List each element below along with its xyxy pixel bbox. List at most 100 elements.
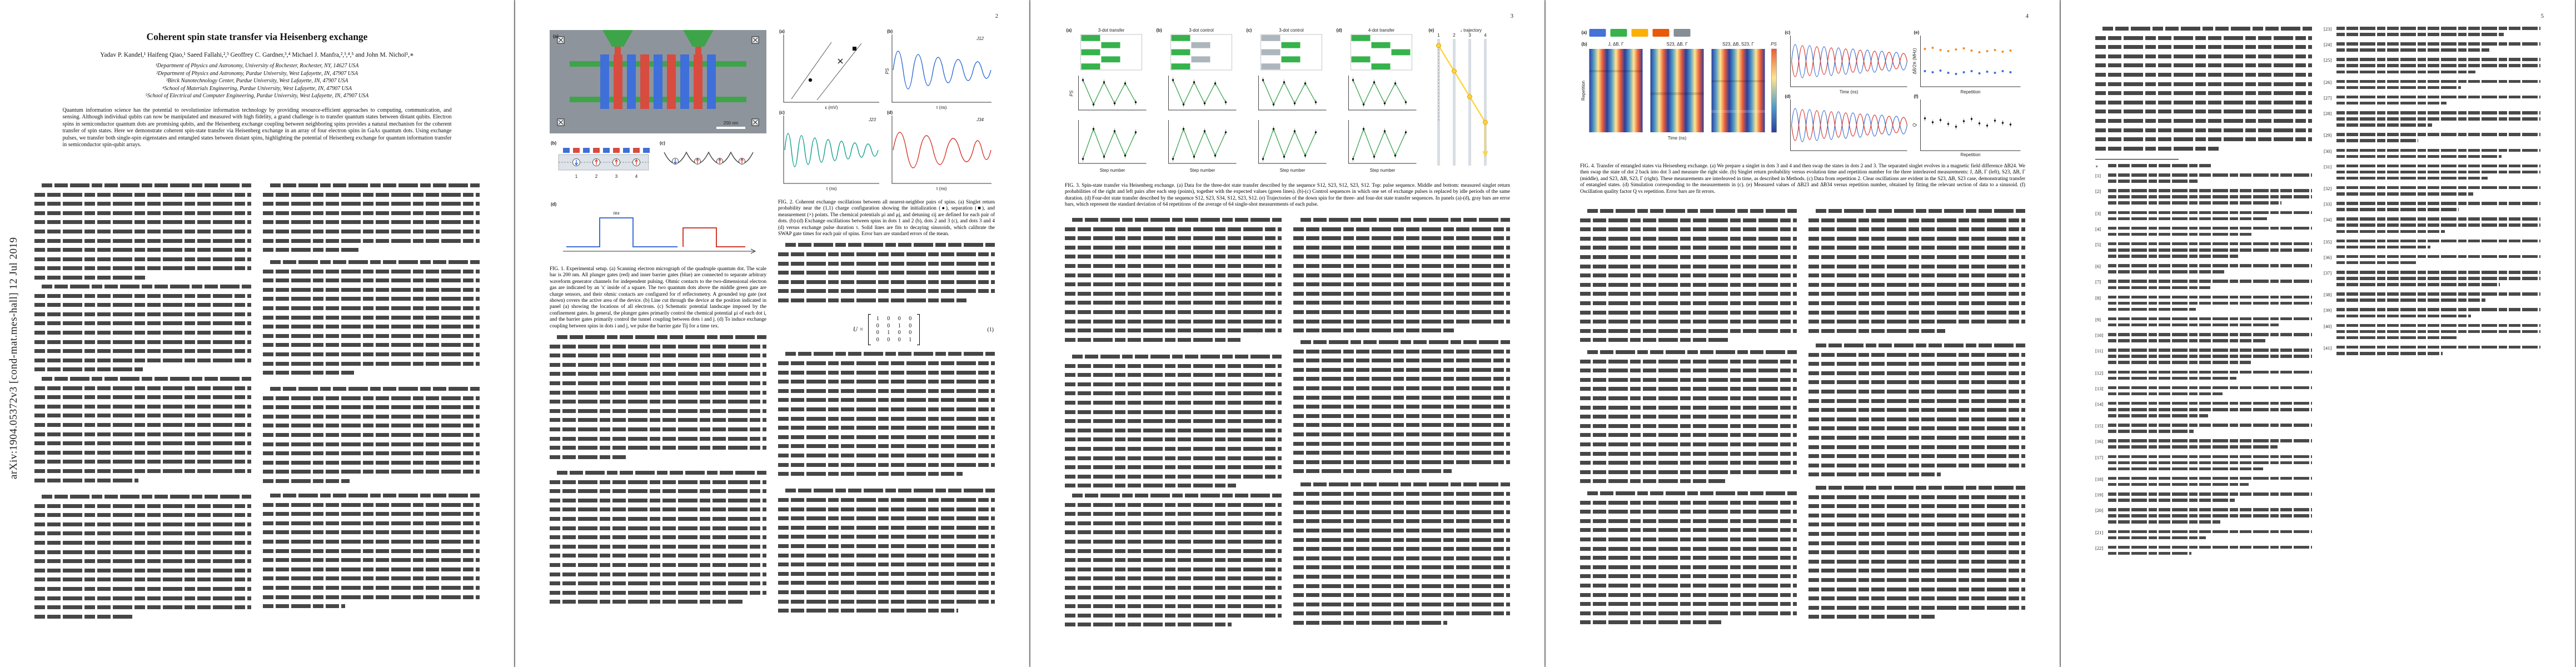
exchange-oscillation-panel-12: (b) J12 τ (ns) PS	[885, 29, 991, 110]
axis-label: Repetition	[1581, 81, 1586, 101]
references-list: ∗ [1] [2] [3] [4] [5] [6] [7] [8] [9] [10] [11] [12]…	[2095, 164, 2312, 558]
reference-number: [24]	[2324, 42, 2332, 48]
affiliation-line: ⁴School of Materials Engineering, Purdue…	[162, 85, 352, 92]
reference-number: [3]	[2095, 210, 2101, 216]
text-paragraph	[778, 243, 995, 308]
text-paragraph	[1580, 350, 1797, 488]
dot-number: 4	[635, 174, 638, 179]
sem-micrograph: 200 nm (a)	[550, 30, 766, 133]
reference-entry: [22]	[2095, 545, 2312, 558]
reference-number: [19]	[2095, 492, 2104, 498]
text-paragraph	[1065, 494, 1282, 628]
axis-label: Repetition	[1960, 152, 1980, 157]
text-paragraph	[550, 471, 766, 609]
reference-number: [7]	[2095, 279, 2101, 285]
text-paragraph	[263, 260, 480, 384]
page-5: 5 ∗ [1] [2] [3] [4] [5] [6] [7] [8] [9] [10] [11] [1…	[2061, 0, 2575, 667]
text-paragraph	[778, 352, 995, 485]
scale-bar	[716, 127, 745, 129]
reference-entry: [26]	[2324, 79, 2540, 92]
text-paragraph	[34, 377, 251, 491]
matrix-row: 0 1 0 0	[876, 330, 915, 336]
reference-entry: [15]	[2095, 424, 2312, 436]
reference-number: [9]	[2095, 316, 2101, 322]
page-3: 3	[1030, 0, 1544, 667]
reference-entry: [19]	[2095, 492, 2312, 505]
panel-label-d: (d)	[1337, 28, 1343, 33]
reference-number: [2]	[2095, 188, 2101, 195]
body-column-right	[1293, 218, 1510, 631]
figure-1-artwork: 200 nm (a) (b)	[550, 30, 766, 254]
dot-number: 3	[1468, 33, 1471, 38]
heatmap-group: (b) J, ΔB, Γ S23, ΔB, Γ S23, ΔB, S23, Γ …	[1581, 42, 1777, 141]
axis-label: Step number	[1370, 168, 1396, 173]
reference-number: [5]	[2095, 241, 2101, 247]
equation-lhs: U =	[853, 326, 864, 334]
reference-number: [36]	[2324, 254, 2332, 260]
page-2: 2	[515, 0, 1029, 667]
axis-label: Step number	[1100, 168, 1125, 173]
reference-entry: [31]	[2324, 164, 2540, 183]
text-paragraph	[1293, 340, 1510, 479]
figure-3-caption: FIG. 3. Spin-state transfer via Heisenbe…	[1065, 183, 1510, 208]
reference-number: [33]	[2324, 201, 2332, 207]
dot-number: 1	[1437, 33, 1440, 38]
axis-label: τ (ns)	[936, 105, 946, 110]
reference-entry: [12]	[2095, 370, 2312, 383]
text-paragraph	[1065, 355, 1282, 490]
figure-1-caption: FIG. 1. Experimental setup. (a) Scanning…	[550, 266, 766, 329]
reference-entry: [38]	[2324, 292, 2540, 305]
axis-label: Step number	[1190, 168, 1215, 173]
text-paragraph	[1580, 491, 1797, 628]
transfer-panel-c: (c) 3-dot control Step number	[1247, 28, 1327, 173]
panel-label-a: (a)	[779, 29, 785, 34]
reference-entry: ∗	[2095, 164, 2312, 170]
reference-number: [26]	[2324, 79, 2332, 85]
reference-entry: [1]	[2095, 173, 2312, 186]
page-4: 4	[1546, 0, 2060, 667]
panel-label-c: (c)	[1247, 28, 1252, 33]
reference-entry: [28]	[2324, 111, 2540, 130]
text-paragraph	[34, 285, 251, 374]
reference-number: [18]	[2095, 476, 2104, 482]
exchange-oscillation-panel-34: (d) J34 τ (ns)	[887, 110, 991, 191]
reference-number: [38]	[2324, 292, 2332, 298]
scale-bar-label: 200 nm	[724, 121, 739, 126]
affiliation-line: ²Department of Physics and Astronomy, Pu…	[156, 70, 358, 77]
text-paragraph	[2095, 27, 2312, 153]
reference-number: [6]	[2095, 263, 2101, 270]
reference-number: [8]	[2095, 295, 2101, 301]
panel-title: 3-dot transfer	[1098, 28, 1125, 33]
reference-entry: [24]	[2324, 42, 2540, 54]
text-paragraph	[263, 387, 480, 490]
panel-label-f: (f)	[1914, 94, 1919, 99]
reference-number: [32]	[2324, 185, 2332, 191]
reference-entry: [7]	[2095, 280, 2312, 292]
panel-label-d: (d)	[1785, 94, 1791, 99]
reference-entry: [2]	[2095, 189, 2312, 207]
entangled-oscillation-simulation-plot: (d)	[1785, 94, 1908, 151]
panel-title: 3-dot control	[1189, 28, 1214, 33]
reference-number: [4]	[2095, 226, 2101, 232]
equation-number: (1)	[987, 326, 994, 333]
reference-number: [22]	[2095, 545, 2104, 551]
reference-entry: [21]	[2095, 530, 2312, 542]
potential-landscape-diagram: (c)	[660, 141, 754, 165]
reference-number: [29]	[2324, 132, 2332, 138]
panel-label-b: (b)	[1582, 42, 1588, 47]
dot-number: 4	[1484, 33, 1487, 38]
panel-label-c: (c)	[779, 110, 785, 115]
reference-number: [10]	[2095, 332, 2104, 339]
body-column-left	[1065, 218, 1282, 631]
transfer-panel-b: (b) 3-dot control Step number	[1157, 28, 1237, 173]
reference-number: [35]	[2324, 238, 2332, 245]
reference-number: [23]	[2324, 27, 2332, 32]
panel-label-d: (d)	[551, 202, 557, 207]
axis-label: τ (ns)	[936, 186, 946, 191]
figure-4-artwork: (a) (b) J, ΔB, Γ S23, ΔB, Γ S23, ΔB, S23…	[1581, 29, 2021, 157]
sequence-schematic: (a)	[1582, 29, 1691, 37]
heatmap-panel-2	[1650, 49, 1704, 132]
page-number: 4	[2025, 13, 2029, 19]
reference-number: [13]	[2095, 385, 2104, 391]
pulse-schematic: (d) τex	[551, 202, 756, 254]
